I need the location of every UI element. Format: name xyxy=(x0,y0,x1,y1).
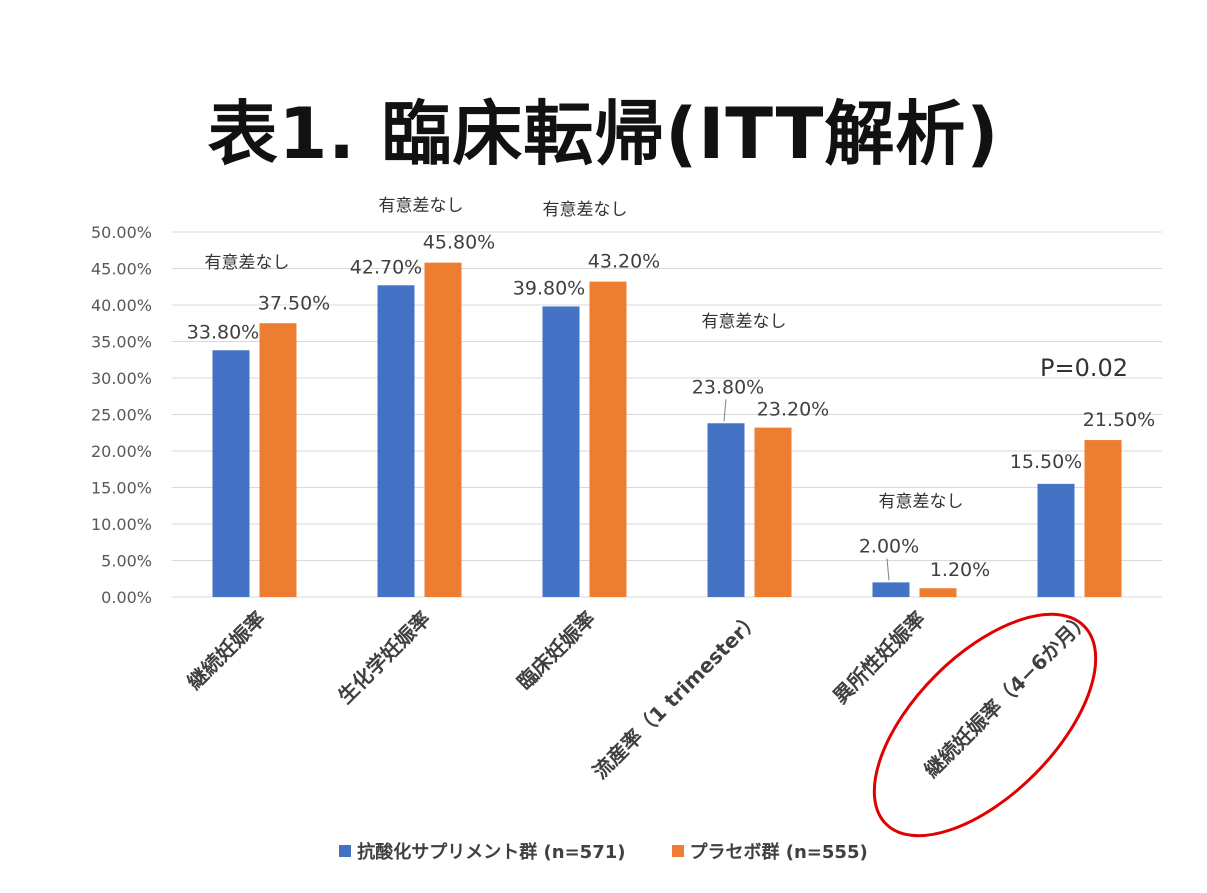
legend-swatch-series-2 xyxy=(671,845,684,857)
legend-swatch-series-1 xyxy=(339,845,352,857)
data-label-series-1: 33.80% xyxy=(187,321,259,343)
legend-label-series-1: 抗酸化サプリメント群 (n=571) xyxy=(357,842,626,863)
x-tick-label: 流産率（1 trimester） xyxy=(588,607,765,784)
y-tick-label: 50.00% xyxy=(91,223,152,242)
annotation: 有意差なし xyxy=(879,492,964,512)
data-label-series-2: 21.50% xyxy=(1083,409,1155,431)
highlight-ellipse xyxy=(872,612,1098,838)
y-tick-label: 20.00% xyxy=(91,442,152,461)
annotation: 有意差なし xyxy=(205,253,290,273)
y-tick-label: 0.00% xyxy=(101,588,152,607)
y-axis-ticks: 0.00% 5.00% 10.00% 15.00% 20.00% 25.00% 30.00%… xyxy=(91,223,152,607)
bars xyxy=(212,262,1122,597)
x-tick-label: 異所性妊娠率 xyxy=(828,607,930,709)
page-title: 表1. 臨床転帰(ITT解析) xyxy=(207,93,1000,175)
legend-item-series-1: 抗酸化サプリメント群 (n=571) xyxy=(339,838,626,864)
annotation: 有意差なし xyxy=(702,312,787,332)
leader-line xyxy=(886,558,890,581)
bar-series-1 xyxy=(542,306,580,597)
legend-item-series-2: プラセボ群 (n=555) xyxy=(671,838,868,864)
x-tick-label: 継続妊娠率 xyxy=(182,607,270,695)
y-tick-label: 10.00% xyxy=(91,515,152,534)
data-label-series-1: 23.80% xyxy=(692,376,764,398)
bar-series-1 xyxy=(707,423,745,597)
bar-series-1 xyxy=(377,285,415,597)
gridlines xyxy=(172,231,1162,598)
data-label-series-1: 2.00% xyxy=(859,535,919,557)
data-label-series-2: 37.50% xyxy=(258,292,330,314)
y-tick-label: 15.00% xyxy=(91,479,152,498)
y-tick-label: 35.00% xyxy=(91,333,152,352)
legend: 抗酸化サプリメント群 (n=571) プラセボ群 (n=555) xyxy=(0,838,1207,864)
y-tick-label: 5.00% xyxy=(101,552,152,571)
bar-series-2 xyxy=(424,262,462,597)
bar-series-1 xyxy=(872,582,910,597)
data-label-series-1: 15.50% xyxy=(1010,451,1082,473)
bar-series-1 xyxy=(212,350,250,597)
annotation: P=0.02 xyxy=(1040,354,1128,382)
y-tick-label: 25.00% xyxy=(91,406,152,425)
data-label-series-2: 23.20% xyxy=(757,399,829,421)
leader-line xyxy=(723,399,727,422)
data-label-series-2: 1.20% xyxy=(930,559,990,581)
y-tick-label: 30.00% xyxy=(91,369,152,388)
y-tick-label: 40.00% xyxy=(91,296,152,315)
data-labels: 33.80% 37.50% 42.70%45.80% 39.80%43.20% 23.8… xyxy=(187,232,1155,582)
x-tick-label: 臨床妊娠率 xyxy=(512,607,600,695)
data-label-series-2: 43.20% xyxy=(588,251,660,273)
data-label-series-1: 42.70% xyxy=(350,256,422,278)
legend-label-series-2: プラセボ群 (n=555) xyxy=(689,842,868,863)
annotation: 有意差なし xyxy=(379,196,464,216)
data-label-series-1: 39.80% xyxy=(513,277,585,299)
bar-series-2 xyxy=(589,281,627,597)
data-label-series-2: 45.80% xyxy=(423,232,495,254)
bar-series-2 xyxy=(754,427,792,597)
x-tick-label: 生化学妊娠率 xyxy=(333,607,435,709)
annotation: 有意差なし xyxy=(543,200,628,220)
y-tick-label: 45.00% xyxy=(91,260,152,279)
bar-series-2 xyxy=(259,323,297,597)
bar-series-2 xyxy=(919,588,957,597)
bar-series-2 xyxy=(1084,440,1122,597)
bar-series-1 xyxy=(1037,483,1075,597)
x-tick-label: 継続妊娠率（4−6か月） xyxy=(919,607,1095,783)
